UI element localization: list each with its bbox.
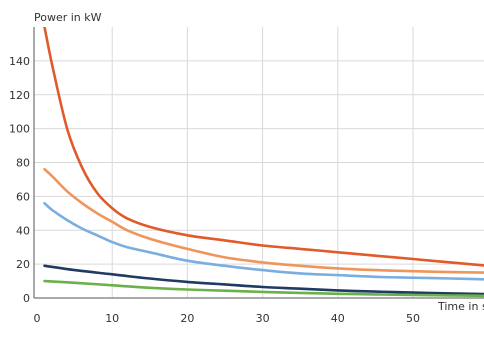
x-tick-label: 10 — [105, 312, 119, 325]
x-tick-label: 30 — [256, 312, 270, 325]
grid-lines — [34, 27, 484, 298]
y-tick-label: 100 — [9, 123, 30, 136]
x-tick-label: 20 — [180, 312, 194, 325]
series-line-1 — [43, 27, 484, 267]
tick-labels: 0 20 40 60 80 100 120 140 0 10 20 30 40 50 — [9, 55, 420, 325]
y-tick-label: 80 — [16, 157, 30, 170]
axis-lines — [33, 27, 484, 299]
x-axis-label: Time in s — [437, 300, 484, 313]
x-tick-label: 50 — [406, 312, 420, 325]
y-tick-label: 120 — [9, 89, 30, 102]
x-tick-label: 40 — [331, 312, 345, 325]
series-line-3 — [43, 201, 484, 281]
y-tick-label: 20 — [16, 258, 30, 271]
y-tick-label: 60 — [16, 190, 30, 203]
y-tick-label: 40 — [16, 224, 30, 237]
series-line-2 — [43, 168, 484, 274]
x-tick-label: 0 — [34, 312, 41, 325]
series-lines — [43, 27, 484, 298]
y-tick-label: 0 — [23, 292, 30, 305]
y-axis-label: Power in kW — [34, 11, 102, 24]
series-line-4 — [43, 264, 484, 296]
series-line-5 — [43, 279, 484, 298]
y-tick-label: 140 — [9, 55, 30, 68]
